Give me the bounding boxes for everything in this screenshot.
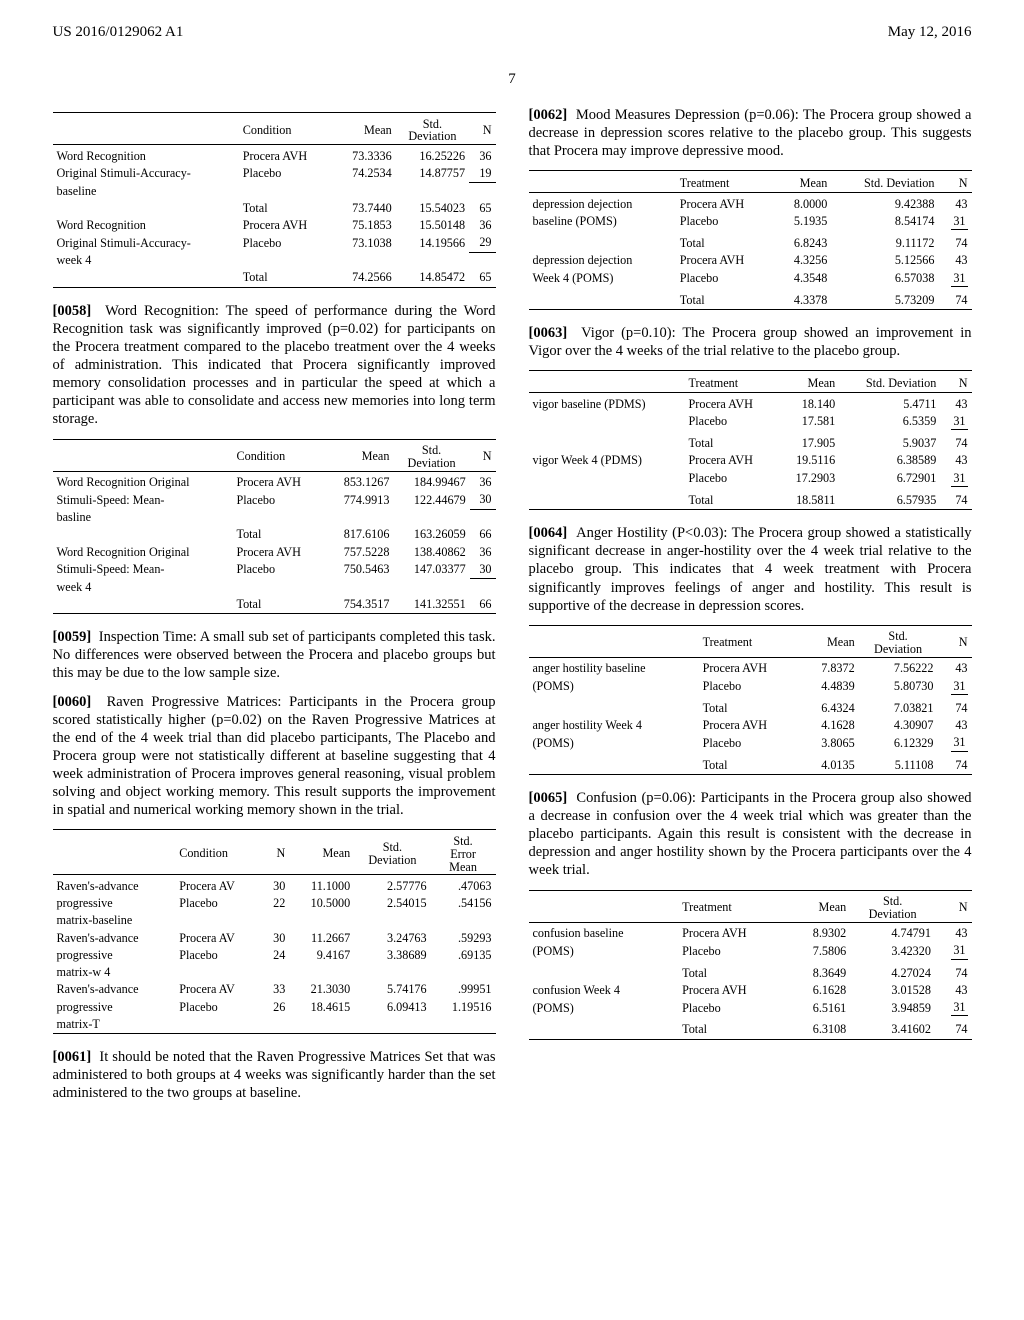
para-0060: [0060] Raven Progressive Matrices: Parti… xyxy=(53,693,496,820)
table-raven-matrices: Condition N Mean Std.Deviation Std.Error… xyxy=(53,829,496,1036)
columns: Condition Mean Std.Deviation N Word Reco… xyxy=(53,106,972,1112)
table-vigor: Treatment Mean Std. Deviation N vigor ba… xyxy=(529,370,972,512)
page: US 2016/0129062 A1 May 12, 2016 7 Condit… xyxy=(0,0,1024,1320)
para-0063: [0063] Vigor (p=0.10): The Procera group… xyxy=(529,324,972,360)
header-right: May 12, 2016 xyxy=(888,24,972,41)
para-0059: [0059] Inspection Time: A small sub set … xyxy=(53,628,496,682)
table-depression: Treatment Mean Std. Deviation N depressi… xyxy=(529,170,972,312)
col-condition: Condition xyxy=(239,117,334,145)
para-0064: [0064] Anger Hostility (P<0.03): The Pro… xyxy=(529,524,972,615)
para-0058: [0058] Word Recognition: The speed of pe… xyxy=(53,302,496,429)
para-0065: [0065] Confusion (p=0.06): Participants … xyxy=(529,789,972,880)
col-n: N xyxy=(469,117,495,145)
header-left: US 2016/0129062 A1 xyxy=(53,24,184,41)
para-0062: [0062] Mood Measures Depression (p=0.06)… xyxy=(529,106,972,160)
table-word-recognition-speed: Condition Mean Std.Deviation N Word Reco… xyxy=(53,439,496,617)
table-anger-hostility: Treatment Mean Std.Deviation N anger hos… xyxy=(529,625,972,777)
col-mean: Mean xyxy=(333,117,395,145)
right-column: [0062] Mood Measures Depression (p=0.06)… xyxy=(529,106,972,1112)
left-column: Condition Mean Std.Deviation N Word Reco… xyxy=(53,106,496,1112)
table-confusion: Treatment Mean Std.Deviation N confusion… xyxy=(529,890,972,1042)
table-word-recognition-accuracy: Condition Mean Std.Deviation N Word Reco… xyxy=(53,112,496,290)
col-std: Std.Deviation xyxy=(396,117,469,145)
page-header: US 2016/0129062 A1 May 12, 2016 xyxy=(53,24,972,41)
para-0061: [0061] It should be noted that the Raven… xyxy=(53,1048,496,1102)
page-number: 7 xyxy=(53,71,972,88)
